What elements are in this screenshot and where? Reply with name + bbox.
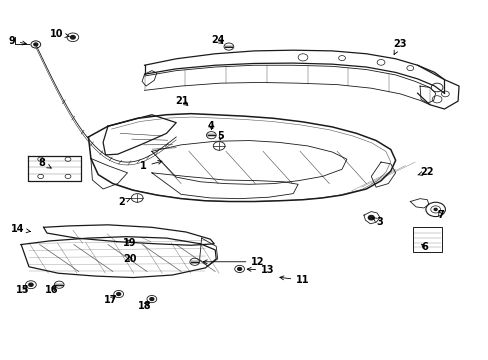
Text: 20: 20 bbox=[123, 254, 136, 264]
Bar bbox=[412, 226, 441, 252]
Text: 6: 6 bbox=[421, 242, 427, 252]
Circle shape bbox=[367, 216, 373, 220]
Circle shape bbox=[34, 43, 38, 46]
Circle shape bbox=[117, 293, 121, 296]
Text: 2: 2 bbox=[118, 197, 130, 207]
Text: 9: 9 bbox=[8, 36, 26, 46]
Text: 14: 14 bbox=[11, 225, 30, 234]
Text: 18: 18 bbox=[138, 301, 151, 311]
Circle shape bbox=[29, 283, 33, 286]
Text: 3: 3 bbox=[372, 217, 383, 227]
Circle shape bbox=[150, 298, 154, 301]
Text: 8: 8 bbox=[39, 158, 51, 168]
Text: 5: 5 bbox=[217, 131, 224, 141]
Circle shape bbox=[70, 36, 75, 39]
Text: 24: 24 bbox=[210, 35, 224, 45]
Text: 1: 1 bbox=[140, 161, 162, 171]
Circle shape bbox=[237, 267, 241, 270]
Text: 12: 12 bbox=[203, 257, 264, 267]
Text: 22: 22 bbox=[417, 167, 433, 177]
Text: 4: 4 bbox=[207, 121, 214, 131]
Text: 7: 7 bbox=[436, 210, 443, 220]
Text: 17: 17 bbox=[103, 295, 117, 305]
Text: 23: 23 bbox=[392, 39, 406, 54]
Text: 15: 15 bbox=[16, 285, 29, 296]
Circle shape bbox=[433, 208, 436, 211]
Text: 21: 21 bbox=[175, 96, 188, 106]
Text: 19: 19 bbox=[123, 238, 136, 248]
Text: 16: 16 bbox=[45, 285, 59, 296]
Text: 11: 11 bbox=[279, 275, 309, 285]
Text: 10: 10 bbox=[50, 29, 69, 39]
Text: 13: 13 bbox=[247, 265, 274, 275]
